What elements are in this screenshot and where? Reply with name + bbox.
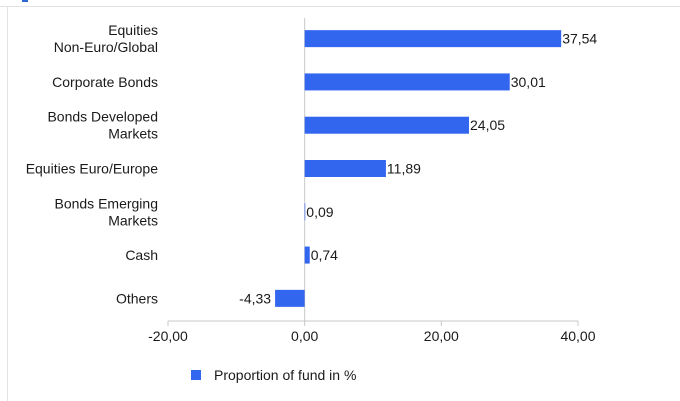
x-axis-ticks: -20,00 0,00 20,00 40,00 [148,321,596,344]
x-tick-label: 0,00 [291,328,318,344]
legend: Proportion of fund in % [191,367,356,383]
frame-accent-mark [22,0,28,2]
category-label: Equities Euro/Europe [26,161,159,177]
bar [304,203,306,221]
x-tick-label: 40,00 [560,328,595,344]
category-label: Bonds Developed Markets [47,109,158,142]
bar [275,289,305,307]
category-label: Corporate Bonds [52,74,158,90]
legend-label: Proportion of fund in % [214,367,356,383]
value-label: 11,89 [387,161,421,177]
legend-swatch [191,370,201,380]
value-label: 0,74 [311,247,338,263]
value-labels: 37,54 30,01 24,05 11,89 0,09 0,74 -4,33 [239,31,597,307]
chart-frame-top [0,0,680,7]
chart-frame-left [7,7,8,401]
x-tick-label: -20,00 [148,328,188,344]
category-labels: Equities Non-Euro/Global Corporate Bonds Bo… [26,22,159,306]
value-label: 30,01 [511,74,546,90]
value-label: 37,54 [562,31,597,47]
bar [304,160,386,177]
x-tick-label: 20,00 [424,328,459,344]
bar [304,246,310,264]
value-label: -4,33 [239,290,271,306]
bar [304,116,470,134]
value-label: 24,05 [470,117,505,133]
category-label: Bonds Emerging Markets [54,195,158,228]
chart-bars [275,30,562,307]
category-label: Cash [125,247,158,263]
category-label: Others [116,290,158,306]
bar [304,30,562,48]
value-label: 0,09 [306,204,333,220]
bar [304,73,510,91]
category-label: Equities Non-Euro/Global [54,22,158,55]
